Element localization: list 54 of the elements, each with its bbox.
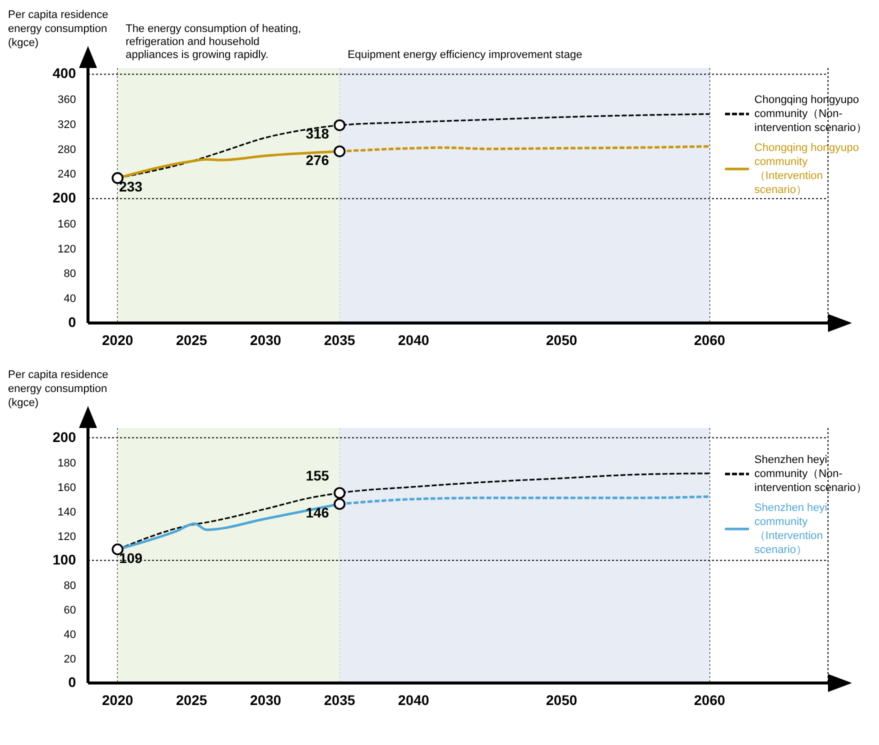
- y-tick-label: 160: [58, 218, 76, 230]
- y-tick-label: 40: [64, 293, 76, 306]
- y-tick-label: 100: [52, 551, 76, 568]
- x-tick-label: 2040: [398, 692, 430, 708]
- y-tick-label: 60: [64, 604, 76, 616]
- point: [334, 145, 346, 158]
- y-tick-label: 80: [64, 580, 76, 592]
- y-tick-label: 140: [58, 506, 76, 518]
- x-tick-label: 2050: [546, 332, 578, 348]
- x-tick-label: 2030: [250, 692, 282, 708]
- x-tick-label: 2020: [102, 692, 134, 708]
- data-label: 146: [306, 504, 330, 520]
- y-tick-label: 200: [52, 190, 76, 206]
- legend-label: Shenzhen heyi community（Intervention scenario）: [754, 501, 828, 557]
- point: [334, 498, 346, 510]
- y-tick-label: 40: [64, 628, 76, 641]
- band-label: Equipment energy efficiency improvement stage: [348, 49, 582, 61]
- legend-label: Chongqing hongyupo community（Intervention scenario）: [754, 141, 860, 197]
- x-tick-label: 2060: [694, 692, 726, 708]
- y-tick-label: 320: [58, 118, 76, 131]
- y-tick-label: 280: [58, 144, 76, 156]
- legend-label: Chongqing hongyupo community（Non-intervention scenario）: [754, 93, 868, 135]
- y-tick-label: 120: [58, 243, 76, 256]
- x-tick-label: 2030: [250, 332, 282, 348]
- y-tick-label: 80: [64, 268, 76, 280]
- point: [334, 119, 346, 132]
- y-tick-label: 240: [58, 168, 76, 181]
- data-label: 109: [119, 550, 143, 566]
- data-label: 276: [306, 152, 330, 168]
- data-label: 233: [119, 178, 143, 195]
- y-tick-label: 0: [68, 314, 76, 330]
- y-axis-title: Per capita residence energy consumption (kgce): [8, 8, 110, 50]
- x-tick-label: 2050: [546, 692, 578, 708]
- y-tick-label: 200: [52, 428, 76, 445]
- point: [334, 487, 346, 499]
- x-tick-label: 2035: [324, 332, 356, 348]
- band-label: The energy consumption of heating, refrigeration and household appliances is growing rapidly.: [126, 23, 302, 61]
- y-tick-label: 400: [52, 65, 76, 82]
- x-tick-label: 2035: [324, 692, 356, 708]
- y-tick-label: 160: [58, 482, 76, 494]
- y-tick-label: 120: [58, 530, 76, 543]
- y-axis-title: Per capita residence energy consumption (kgce): [8, 368, 110, 410]
- x-tick-label: 2020: [102, 332, 134, 348]
- x-tick-label: 2060: [694, 332, 726, 348]
- data-label: 155: [306, 467, 330, 484]
- y-tick-label: 0: [68, 674, 76, 690]
- x-tick-label: 2025: [176, 692, 208, 708]
- x-tick-label: 2040: [398, 332, 430, 348]
- data-label: 318: [306, 126, 330, 142]
- y-tick-label: 360: [58, 94, 76, 106]
- legend-label: Shenzhen heyi community（Non-intervention scenario）: [754, 453, 868, 495]
- y-tick-label: 20: [64, 653, 76, 666]
- x-tick-label: 2025: [176, 332, 208, 348]
- y-tick-label: 180: [58, 457, 76, 470]
